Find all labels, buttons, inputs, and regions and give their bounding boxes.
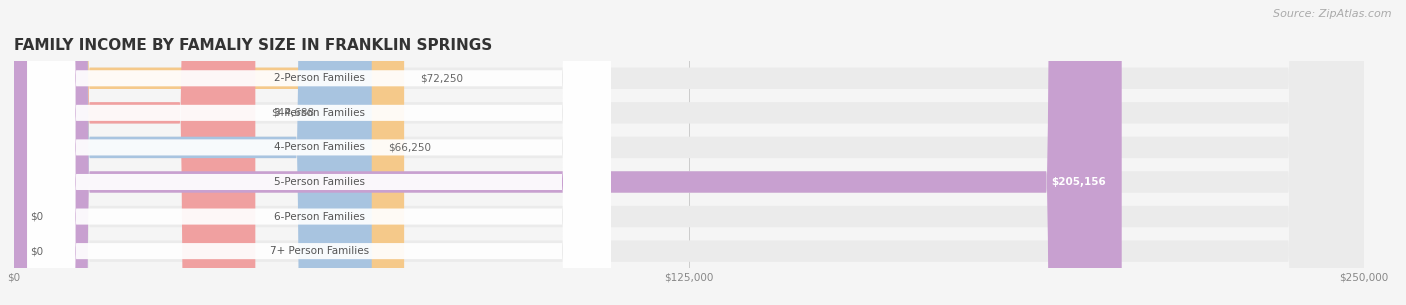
FancyBboxPatch shape (28, 0, 610, 305)
Text: $66,250: $66,250 (388, 142, 432, 152)
Text: $44,688: $44,688 (271, 108, 315, 118)
FancyBboxPatch shape (28, 0, 610, 305)
Text: $72,250: $72,250 (420, 73, 464, 83)
FancyBboxPatch shape (14, 0, 1364, 305)
Text: $205,156: $205,156 (1050, 177, 1105, 187)
Text: 2-Person Families: 2-Person Families (274, 73, 364, 83)
FancyBboxPatch shape (14, 0, 404, 305)
Text: 3-Person Families: 3-Person Families (274, 108, 364, 118)
FancyBboxPatch shape (28, 0, 610, 305)
FancyBboxPatch shape (28, 0, 610, 305)
Text: 5-Person Families: 5-Person Families (274, 177, 364, 187)
Text: $0: $0 (31, 212, 44, 221)
FancyBboxPatch shape (14, 0, 256, 305)
Text: $0: $0 (31, 246, 44, 256)
FancyBboxPatch shape (28, 0, 610, 305)
FancyBboxPatch shape (28, 0, 610, 305)
FancyBboxPatch shape (14, 0, 1364, 305)
FancyBboxPatch shape (14, 0, 1364, 305)
FancyBboxPatch shape (14, 0, 1364, 305)
Text: Source: ZipAtlas.com: Source: ZipAtlas.com (1274, 9, 1392, 19)
FancyBboxPatch shape (14, 0, 1364, 305)
Text: 7+ Person Families: 7+ Person Families (270, 246, 368, 256)
Text: 6-Person Families: 6-Person Families (274, 212, 364, 221)
FancyBboxPatch shape (14, 0, 371, 305)
Text: 4-Person Families: 4-Person Families (274, 142, 364, 152)
FancyBboxPatch shape (14, 0, 1364, 305)
Text: FAMILY INCOME BY FAMALIY SIZE IN FRANKLIN SPRINGS: FAMILY INCOME BY FAMALIY SIZE IN FRANKLI… (14, 38, 492, 53)
FancyBboxPatch shape (14, 0, 1122, 305)
